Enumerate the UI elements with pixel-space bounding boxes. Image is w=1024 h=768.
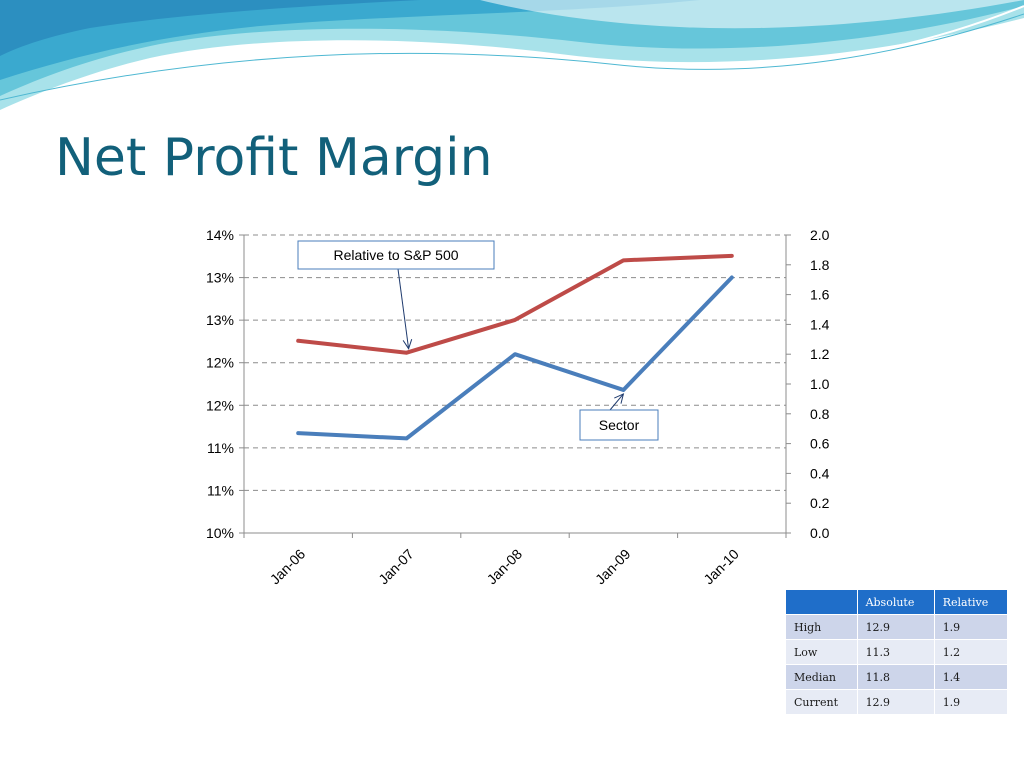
table-header-row: Absolute Relative bbox=[785, 589, 1009, 615]
table-cell: High bbox=[785, 614, 858, 640]
left-tick-label: 13% bbox=[206, 312, 234, 328]
table-row: Current 12.9 1.9 bbox=[785, 689, 1009, 715]
left-tick-label: 10% bbox=[206, 525, 234, 541]
right-tick-label: 1.2 bbox=[810, 346, 830, 362]
right-tick-label: 1.8 bbox=[810, 257, 830, 273]
table-header-cell: Absolute bbox=[856, 589, 935, 615]
chart-background bbox=[172, 213, 852, 623]
callout-box bbox=[579, 409, 659, 441]
table-row: Low 11.3 1.2 bbox=[785, 639, 1009, 665]
gridlines bbox=[244, 234, 786, 491]
left-tick-label: 14% bbox=[206, 227, 234, 243]
net-profit-margin-chart: 10% 11% 11% 12% 12% 13% 13% 14% 0.0 0.2 0.4 0.6 0.8… bbox=[172, 213, 852, 623]
left-tick-label: 12% bbox=[206, 355, 234, 371]
table-header-cell bbox=[785, 589, 858, 615]
callout-label: Sector bbox=[599, 417, 640, 433]
left-tick-label: 11% bbox=[207, 482, 234, 498]
table-cell: 1.9 bbox=[933, 689, 1009, 715]
callout-box bbox=[297, 240, 495, 270]
callout-arrowhead bbox=[402, 339, 413, 350]
table-header-cell: Relative bbox=[933, 589, 1009, 615]
left-tick-label: 11% bbox=[207, 440, 234, 456]
left-tick-label: 13% bbox=[206, 270, 234, 286]
table-cell: 11.8 bbox=[856, 664, 935, 690]
table-cell: 1.9 bbox=[933, 614, 1009, 640]
callouts: Relative to S&P 500 Sector bbox=[297, 240, 659, 441]
table-cell: Median bbox=[785, 664, 858, 690]
series-lines bbox=[296, 253, 734, 441]
callout-label: Relative to S&P 500 bbox=[333, 247, 458, 263]
table-cell: 12.9 bbox=[856, 689, 935, 715]
right-tick-label: 0.2 bbox=[810, 495, 830, 511]
header-wave-decoration bbox=[0, 0, 1024, 113]
callout-arrow bbox=[609, 393, 624, 411]
table-row: Median 11.8 1.4 bbox=[785, 664, 1009, 690]
right-axis-ticks: 0.0 0.2 0.4 0.6 0.8 1.0 1.2 1.4 1.6 1.8 2.0 bbox=[786, 227, 830, 541]
series-line-sector bbox=[296, 275, 734, 441]
table-cell: 12.9 bbox=[856, 614, 935, 640]
table-cell: Low bbox=[785, 639, 858, 665]
right-tick-label: 1.0 bbox=[810, 376, 830, 392]
stats-table: Absolute Relative High 12.9 1.9 Low 11.3… bbox=[785, 589, 1009, 715]
right-tick-label: 1.4 bbox=[810, 316, 830, 332]
right-tick-label: 1.6 bbox=[810, 287, 830, 303]
table-cell: 11.3 bbox=[856, 639, 935, 665]
right-tick-label: 0.6 bbox=[810, 436, 830, 452]
right-tick-label: 0.4 bbox=[810, 465, 830, 481]
table-row: High 12.9 1.9 bbox=[785, 614, 1009, 640]
right-tick-label: 0.0 bbox=[810, 525, 830, 541]
right-tick-label: 0.8 bbox=[810, 406, 830, 422]
left-axis-ticks: 10% 11% 11% 12% 12% 13% 13% 14% bbox=[206, 227, 244, 541]
right-tick-label: 2.0 bbox=[810, 227, 830, 243]
slide-title: Net Profit Margin bbox=[55, 128, 493, 188]
series-line-relative-to-s-p-500 bbox=[296, 253, 734, 355]
callout-arrow bbox=[397, 268, 410, 349]
table-cell: 1.4 bbox=[933, 664, 1009, 690]
table-cell: 1.2 bbox=[933, 639, 1009, 665]
table-cell: Current bbox=[785, 689, 858, 715]
callout-arrowhead bbox=[614, 393, 625, 404]
left-tick-label: 12% bbox=[206, 397, 234, 413]
